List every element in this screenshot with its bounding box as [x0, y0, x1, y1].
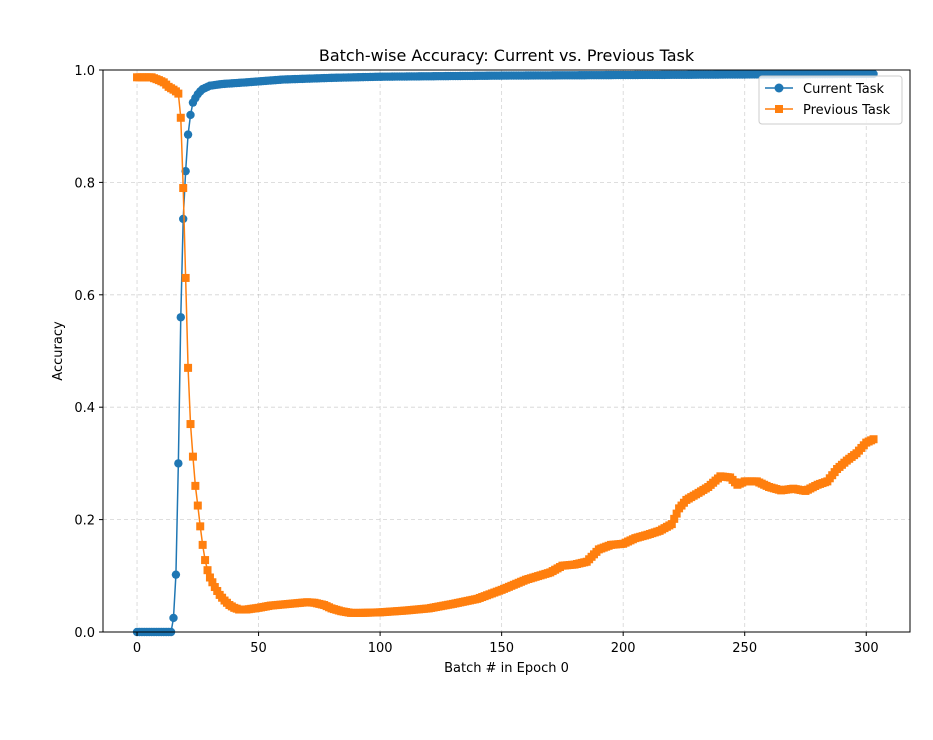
data-point	[196, 522, 205, 531]
data-point	[667, 520, 676, 529]
legend: Current Task Previous Task	[758, 75, 903, 125]
data-point	[205, 573, 214, 582]
chart-title: Batch-wise Accuracy: Current vs. Previou…	[319, 46, 695, 65]
x-axis-title: Batch # in Epoch 0	[444, 661, 569, 676]
x-tick-label: 300	[854, 641, 879, 656]
x-tick-label: 250	[732, 641, 757, 656]
x-tick-label: 0	[133, 641, 141, 656]
data-point	[179, 184, 188, 193]
data-point	[171, 570, 181, 579]
data-point	[198, 540, 207, 549]
data-point	[201, 556, 210, 565]
data-point	[169, 613, 178, 623]
data-point	[181, 273, 190, 282]
data-point	[183, 130, 193, 139]
y-tick-label: 0.2	[74, 514, 95, 529]
data-point	[193, 501, 202, 510]
legend-label-current-task: Current Task	[803, 82, 884, 97]
legend-marker-current-task	[774, 83, 784, 93]
plot-frame	[102, 69, 911, 633]
data-point	[176, 113, 185, 122]
data-point	[181, 166, 190, 176]
data-point	[869, 435, 878, 444]
data-point	[184, 363, 193, 372]
data-point	[203, 566, 212, 575]
data-point	[186, 420, 195, 429]
x-tick-label: 200	[611, 641, 636, 656]
data-point	[188, 452, 197, 461]
y-tick-label: 0.8	[74, 176, 95, 191]
data-point	[191, 481, 200, 490]
data-point	[208, 578, 217, 587]
data-point	[179, 214, 188, 224]
x-tick-label: 50	[250, 641, 267, 656]
legend-box	[758, 75, 903, 125]
data-point	[672, 509, 681, 518]
data-point	[174, 89, 183, 98]
series-layer	[132, 69, 878, 637]
axis-ticks: 0 50 100 150 200 250 300 0.0 0.2 0.4 0.6 0.8 1.0	[74, 64, 878, 656]
y-tick-label: 0.0	[74, 626, 95, 641]
y-axis-title: Accuracy	[51, 321, 66, 381]
x-tick-label: 100	[368, 641, 393, 656]
series-previous-task	[133, 73, 878, 617]
data-point	[176, 313, 185, 322]
data-point	[670, 514, 679, 523]
legend-label-previous-task: Previous Task	[803, 103, 891, 118]
data-point	[186, 110, 195, 120]
x-tick-label: 150	[489, 641, 514, 656]
y-tick-label: 0.4	[74, 401, 95, 416]
data-point	[174, 459, 183, 468]
legend-marker-previous-task	[775, 105, 783, 113]
y-tick-label: 1.0	[74, 64, 95, 79]
y-tick-label: 0.6	[74, 289, 95, 304]
